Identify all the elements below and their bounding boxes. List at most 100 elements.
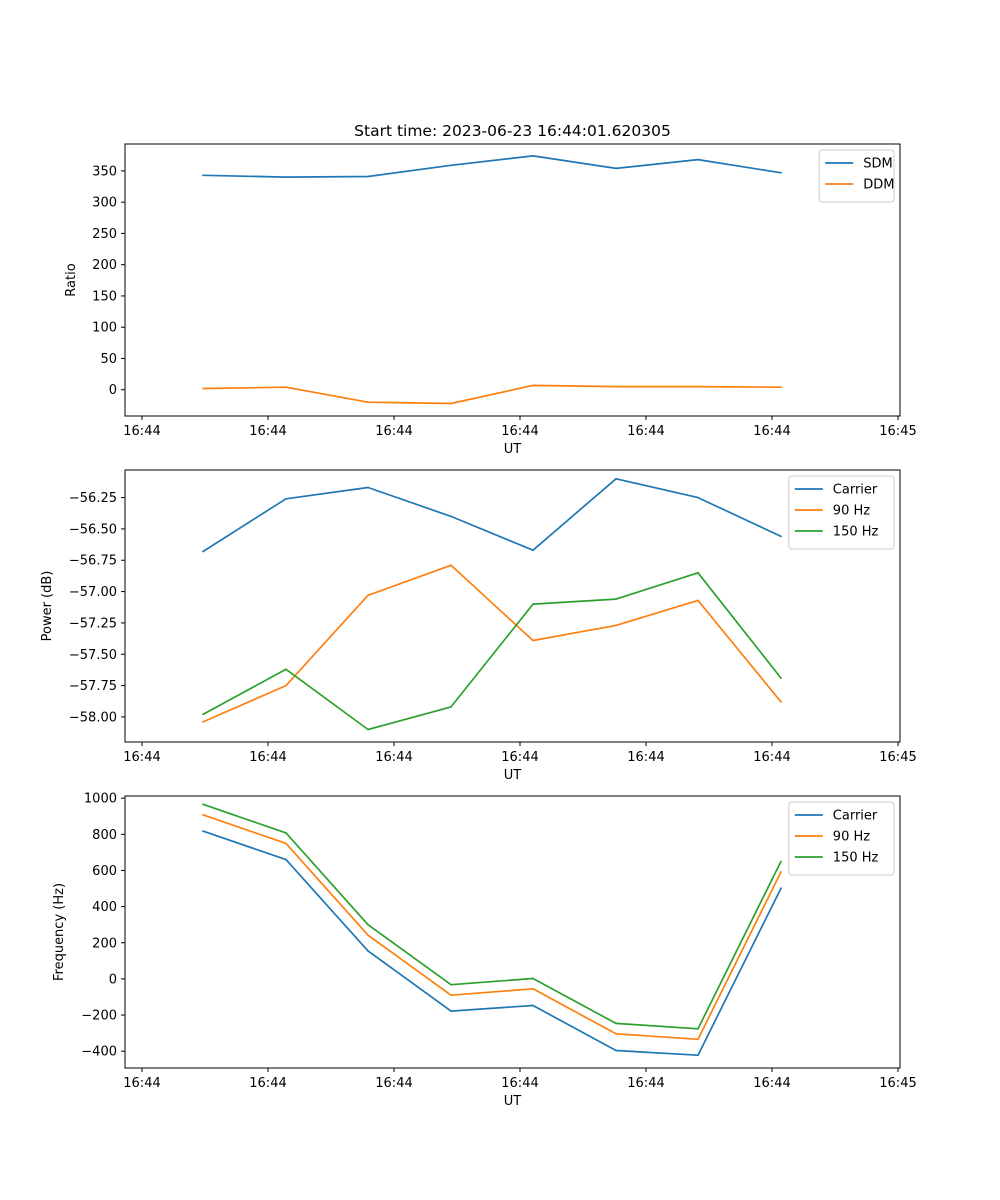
legend-label: 90 Hz [833, 830, 870, 845]
chart-panel-3: −400 −200 0 200 400 600 800 1000 16:44 16:44 16:44… [52, 792, 917, 1109]
y-tick-label: −57.25 [69, 616, 117, 631]
data-point-carrier [780, 535, 782, 538]
y-tick-label: −58.00 [69, 710, 117, 725]
y-axis-label: Frequency (Hz) [52, 883, 67, 981]
legend-label: SDM [863, 157, 892, 172]
legend-label: 150 Hz [833, 851, 879, 866]
series-line-90-hz [202, 564, 782, 723]
y-tick-label: 100 [92, 321, 117, 336]
series-line-carrier [202, 477, 782, 553]
legend: Carrier 90 Hz 150 Hz [788, 801, 895, 876]
x-tick-label: 16:44 [501, 1076, 538, 1091]
data-point-90-hz [367, 594, 369, 597]
data-point-ddm [697, 385, 699, 388]
plot-frame [124, 795, 901, 1069]
y-axis-label: Power (dB) [40, 571, 55, 642]
x-tick-label: 16:44 [249, 1076, 286, 1091]
data-point-90-hz [532, 987, 534, 990]
data-point-90-hz [450, 994, 452, 997]
legend: SDM DDM [818, 149, 895, 203]
data-point-sdm [780, 171, 782, 174]
data-point-carrier [202, 830, 204, 832]
data-point-150-hz [450, 706, 452, 708]
x-tick-label: 16:45 [879, 424, 916, 439]
y-tick-label: −200 [81, 1009, 117, 1024]
data-point-90-hz [202, 813, 204, 816]
x-axis-label: UT [504, 442, 522, 457]
data-point-150-hz [532, 977, 534, 980]
data-point-150-hz [202, 713, 204, 716]
x-tick-label: 16:44 [501, 750, 538, 765]
legend-label: 150 Hz [833, 525, 879, 540]
y-tick-label: 50 [100, 352, 117, 367]
y-tick-label: 200 [92, 936, 117, 951]
series-line-90-hz [202, 813, 782, 1041]
data-point-carrier [697, 1054, 699, 1057]
data-point-ddm [450, 402, 452, 405]
data-point-150-hz [780, 677, 782, 679]
data-point-ddm [615, 385, 617, 388]
data-point-150-hz [285, 668, 287, 671]
data-point-150-hz [615, 1022, 617, 1025]
plot-frame [124, 469, 901, 743]
data-point-90-hz [367, 934, 369, 937]
y-tick-label: 800 [92, 828, 117, 843]
x-tick-label: 16:44 [123, 750, 160, 765]
y-tick-label: −57.00 [69, 585, 117, 600]
x-axis-label: UT [504, 1094, 522, 1109]
y-tick-label: −57.50 [69, 648, 117, 663]
data-point-ddm [202, 387, 204, 390]
y-axis-label: Ratio [64, 263, 79, 296]
y-tick-label: 250 [92, 227, 117, 242]
chart-panel-1: 0 50 100 150 200 250 300 350 16:44 16:44 16:44 16:4… [64, 143, 917, 457]
legend-label: Carrier [833, 809, 878, 824]
x-axis-label: UT [504, 768, 522, 783]
data-point-sdm [450, 164, 452, 167]
data-point-sdm [615, 167, 617, 170]
data-point-150-hz [697, 571, 699, 574]
x-tick-label: 16:44 [123, 1076, 160, 1091]
data-point-90-hz [450, 564, 452, 567]
legend: Carrier 90 Hz 150 Hz [788, 475, 895, 550]
x-tick-label: 16:44 [375, 1076, 412, 1091]
x-tick-label: 16:44 [501, 424, 538, 439]
data-point-ddm [285, 386, 287, 389]
data-point-150-hz [697, 1027, 699, 1030]
data-point-150-hz [615, 598, 617, 600]
data-point-carrier [450, 1010, 452, 1012]
data-point-150-hz [285, 832, 287, 834]
data-point-ddm [780, 386, 782, 389]
data-point-carrier [285, 497, 287, 500]
x-tick-label: 16:45 [879, 750, 916, 765]
x-tick-label: 16:44 [375, 750, 412, 765]
data-point-carrier [532, 1004, 534, 1007]
y-tick-label: −56.25 [69, 491, 117, 506]
x-tick-label: 16:44 [753, 750, 790, 765]
y-tick-label: 400 [92, 900, 117, 915]
legend-label: 90 Hz [833, 504, 870, 519]
x-tick-label: 16:44 [627, 750, 664, 765]
data-point-150-hz [780, 860, 782, 863]
y-tick-label: 350 [92, 164, 117, 179]
legend-label: DDM [863, 178, 894, 193]
data-point-ddm [532, 384, 534, 387]
legend-label: Carrier [833, 483, 878, 498]
data-point-90-hz [780, 871, 782, 873]
data-point-150-hz [367, 923, 369, 926]
data-point-sdm [285, 176, 287, 179]
data-point-sdm [367, 175, 369, 178]
series-line-150-hz [202, 803, 782, 1030]
data-point-90-hz [780, 701, 782, 703]
y-tick-label: 300 [92, 196, 117, 211]
data-point-carrier [367, 950, 369, 952]
data-point-90-hz [697, 599, 699, 602]
y-tick-label: 600 [92, 864, 117, 879]
data-point-90-hz [697, 1038, 699, 1041]
x-tick-label: 16:44 [753, 1076, 790, 1091]
data-point-carrier [697, 496, 699, 499]
y-tick-label: −57.75 [69, 679, 117, 694]
data-point-carrier [285, 858, 287, 861]
data-point-90-hz [532, 639, 534, 642]
y-tick-label: −56.50 [69, 522, 117, 537]
